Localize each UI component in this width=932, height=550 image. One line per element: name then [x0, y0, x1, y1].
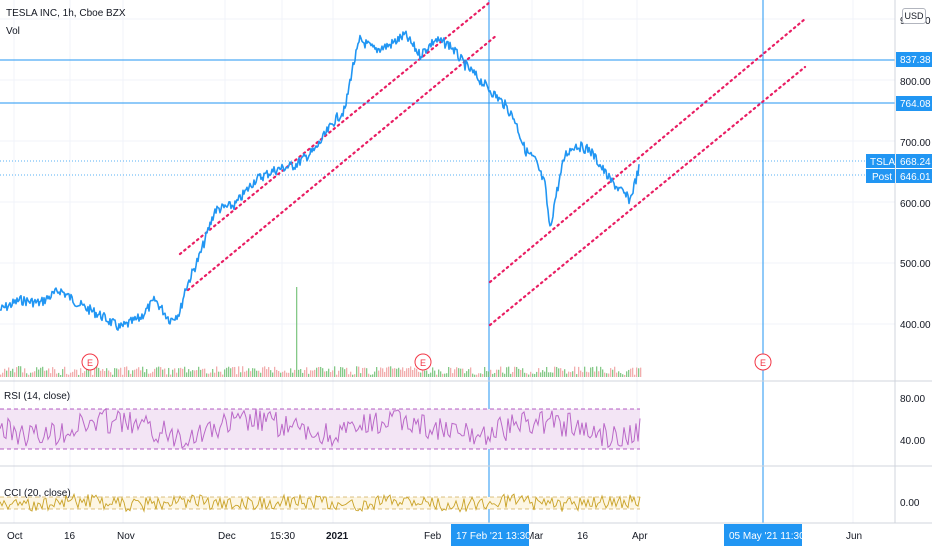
rsi-tick: 40.00	[900, 436, 925, 447]
svg-text:E: E	[760, 358, 766, 368]
svg-text:837.38: 837.38	[900, 55, 931, 66]
time-tick: 15:30	[270, 531, 295, 542]
svg-text:17 Feb '21 13:30: 17 Feb '21 13:30	[456, 531, 531, 542]
price-tick: 500.00	[900, 259, 931, 270]
time-tick: Nov	[117, 531, 135, 542]
tsla-last-price-label[interactable]: TSLA 668.24	[866, 154, 932, 168]
price-label-837[interactable]: 837.38	[896, 52, 932, 67]
volume-bars	[0, 287, 642, 377]
time-tick: 16	[64, 531, 76, 542]
svg-text:E: E	[87, 358, 93, 368]
time-tick: Feb	[424, 531, 442, 542]
time-tick: Jun	[846, 531, 862, 542]
time-tick: Mar	[526, 531, 544, 542]
rsi-line	[0, 407, 641, 449]
time-tick: Apr	[632, 531, 648, 542]
earnings-marker[interactable]: E	[414, 353, 432, 371]
crosshair-time-label-feb[interactable]: 17 Feb '21 13:30	[451, 524, 531, 546]
channel-2-lower	[488, 65, 807, 327]
time-tick: Oct	[7, 531, 23, 542]
price-tick: 800.00	[900, 77, 931, 88]
channel-1-lower	[186, 33, 499, 292]
price-tick: 600.00	[900, 199, 931, 210]
svg-text:Post: Post	[872, 172, 892, 183]
svg-text:646.01: 646.01	[900, 172, 931, 183]
post-market-price-label[interactable]: Post 646.01	[866, 169, 932, 183]
currency-button[interactable]: USD	[902, 8, 926, 24]
cci-tick: 0.00	[900, 498, 920, 509]
svg-text:E: E	[420, 358, 426, 368]
price-tick: 400.00	[900, 320, 931, 331]
rsi-legend[interactable]: RSI (14, close)	[4, 391, 71, 402]
svg-text:668.24: 668.24	[900, 157, 931, 168]
price-tick: 700.00	[900, 138, 931, 149]
rsi-tick: 80.00	[900, 394, 925, 405]
earnings-marker[interactable]: E	[81, 353, 99, 371]
channel-2-upper	[488, 17, 807, 284]
time-tick: 16	[577, 531, 589, 542]
earnings-marker[interactable]: E	[754, 353, 772, 371]
parallel-channels[interactable]	[178, 0, 807, 327]
volume-legend[interactable]: Vol	[6, 26, 20, 37]
symbol-title[interactable]: TESLA INC, 1h, Cboe BZX	[6, 8, 126, 19]
svg-text:05 May '21 11:30: 05 May '21 11:30	[729, 531, 805, 542]
crosshair-time-label-may[interactable]: 05 May '21 11:30	[724, 524, 805, 546]
cci-line	[0, 492, 641, 513]
svg-text:TSLA: TSLA	[870, 157, 895, 168]
channel-1-upper	[178, 0, 492, 256]
price-label-764[interactable]: 764.08	[896, 96, 932, 111]
cci-legend[interactable]: CCI (20, close)	[4, 488, 71, 499]
time-tick: Dec	[218, 531, 236, 542]
time-tick: 2021	[326, 531, 349, 542]
svg-text:764.08: 764.08	[900, 99, 931, 110]
price-series-line	[0, 30, 640, 331]
time-axis[interactable]: Oct 16 Nov Dec 15:30 2021 Feb Mar 16 Apr…	[7, 531, 862, 542]
